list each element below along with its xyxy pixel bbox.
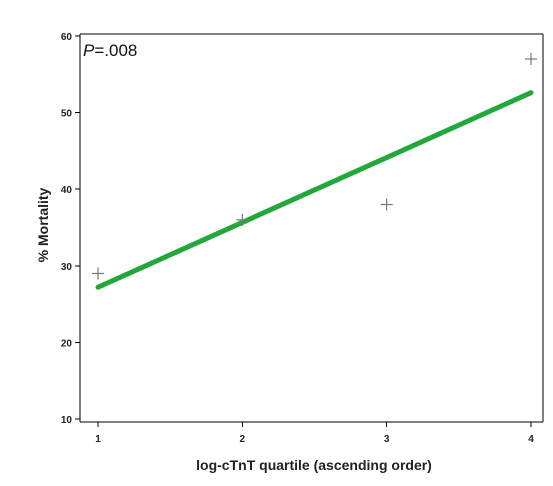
y-tick-label: 30 — [61, 262, 73, 273]
fit-line-layer — [95, 90, 534, 290]
x-axis-label: log-cTnT quartile (ascending order) — [196, 457, 432, 473]
data-point — [380, 198, 393, 211]
points-layer — [92, 52, 537, 280]
regression-line — [95, 90, 534, 290]
y-tick-label: 60 — [61, 32, 73, 43]
x-tick-label: 3 — [384, 434, 390, 445]
p-value-annotation: P=.008 — [83, 41, 137, 60]
y-axis-label: % Mortality — [35, 187, 51, 262]
x-tick-label: 4 — [528, 434, 534, 445]
y-tick-label: 50 — [61, 109, 73, 120]
y-tick-label: 40 — [61, 185, 73, 196]
x-tick-label: 2 — [240, 434, 246, 445]
data-point — [236, 213, 249, 226]
y-tick-label: 20 — [61, 338, 73, 349]
p-symbol: P — [83, 41, 95, 60]
y-tick-label: 10 — [61, 415, 73, 426]
data-point — [525, 52, 537, 65]
x-tick-label: 1 — [95, 434, 101, 445]
p-value-text: =.008 — [94, 41, 137, 60]
ticks: 10 20 30 40 50 60 1 2 3 4 — [61, 32, 534, 445]
axes — [79, 33, 544, 423]
data-point — [92, 267, 104, 280]
